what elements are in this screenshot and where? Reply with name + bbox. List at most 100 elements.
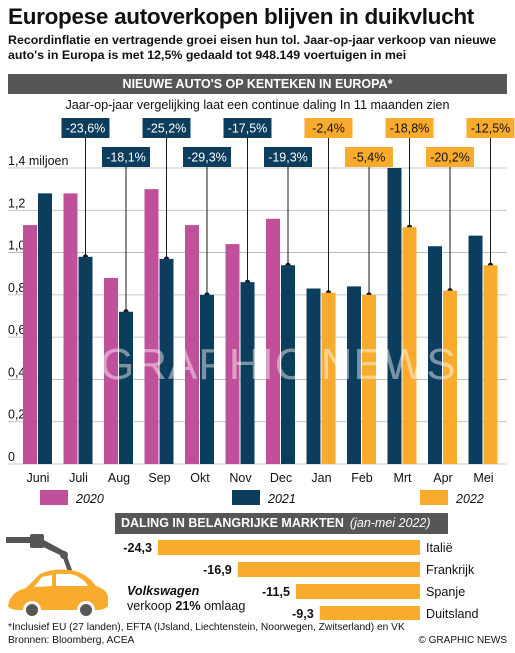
yoy-callout-label: -29,3% [187,151,227,165]
bar-2021-Aug [119,311,133,464]
sources: Bronnen: Bloomberg, ACEA [8,635,135,646]
x-tick-label: Mei [473,471,493,485]
vw-sales-text: verkoop 21% omlaag [127,599,246,613]
bar-2021-Mei [468,235,483,464]
legend-swatch-2022 [420,490,448,505]
x-tick-label: Dec [270,471,292,485]
y-tick-label: 0,2 [8,408,25,422]
yoy-callout-box [142,118,191,138]
yoy-callout-label: -18,1% [106,151,146,165]
bar-2020-Sep [144,189,159,464]
yoy-callout-label: -20,2% [430,151,470,165]
bar-2022-Mei [483,265,498,464]
markets-chart: -24,3 Italië -16,9 Frankrijk -11,5 Spanje -9,3… [6,534,479,620]
y-tick-label: 0,6 [8,323,25,337]
bar-2021-Juli [78,256,93,464]
bar-2020-Nov [225,244,240,464]
x-tick-label: Nov [229,471,252,485]
bar-2020-Juli [63,193,78,464]
bar-2021-Juni [38,193,52,464]
market-country-label: Spanje [426,585,465,599]
bar-2021-Dec [281,265,295,464]
yoy-callout-box [61,118,110,138]
market-value-label: -16,9 [203,563,232,577]
legend-label-2020: 2020 [75,492,104,506]
yoy-callout-box [385,118,434,138]
yoy-callout-label: -17,5% [228,122,268,136]
market-value-label: -24,3 [123,541,152,555]
bar-2020-Dec [266,218,280,464]
bars [23,168,498,464]
markets-banner: DALING IN BELANGRIJKE MARKTEN (jan-mei 20… [115,513,448,534]
bar-2021-Sep [159,258,174,464]
market-value-label: -9,3 [292,607,314,620]
y-tick-label: 1,2 [8,196,25,210]
yoy-callout-box [466,118,515,138]
market-country-label: Italië [426,541,453,555]
yoy-callout-box [264,147,312,167]
bar-2021-Apr [428,246,442,464]
bar-2021-Feb [347,286,361,464]
y-tick-label: 0,8 [8,281,25,295]
yoy-callout-box [102,147,150,167]
chart-banner: NIEUWE AUTO'S OP KENTEKEN IN EUROPA* [8,74,507,94]
car-icon [8,569,108,619]
bar-2020-Aug [104,277,118,464]
market-country-label: Duitsland [426,607,479,620]
bar-2022-Jan [321,292,336,464]
x-tick-label: Juni [27,471,50,485]
yoy-callout-box [345,147,393,167]
y-tick-label: 0,4 [8,365,25,379]
bar-2022-Feb [362,294,376,464]
yoy-callout-box [223,118,272,138]
x-tick-label: Jan [311,471,331,485]
yoy-callout-box [426,147,474,167]
monthly-sales-chart: 0 0,2 0,4 0,6 0,8 1,0 1,2 1,4 miljoen Juni Juli A… [8,118,515,506]
yoy-callout-label: -5,4% [353,151,386,165]
yoy-callout-box [183,147,231,167]
yoy-callouts: -23,6% -18,1% -25,2% -29,3% -17,5% -19,3% -2,4… [61,118,515,167]
credit: © GRAPHIC NEWS [418,635,508,646]
bar-2022-Apr [443,290,457,464]
bar-2021-Nov [240,282,255,464]
footnote: *Inclusief EU (27 landen), EFTA (IJsland… [8,621,508,647]
x-tick-label: Okt [190,471,210,485]
yoy-callout-label: -25,2% [147,122,187,136]
bar-2021-Jan [306,288,321,464]
x-tick-label: Apr [433,471,452,485]
x-tick-label: Feb [351,471,373,485]
market-country-label: Frankrijk [426,563,475,577]
market-bar-Spanje [296,584,420,599]
x-axis-labels: Juni Juli Aug Sep Okt Nov Dec Jan Feb Mrt Apr Mei [27,471,494,485]
bar-2021-Mrt [387,168,402,464]
market-bar-Duitsland [319,606,420,620]
y-tick-label: 1,4 miljoen [8,154,68,168]
market-value-label: -11,5 [262,585,290,599]
yoy-callout-label: -2,4% [312,122,345,136]
yoy-callout-label: -23,6% [66,122,106,136]
page-subtitle: Recordinflatie en vertragende groei eise… [8,33,497,62]
legend-label-2021: 2021 [267,492,296,506]
x-tick-label: Aug [108,471,130,485]
legend-label-2022: 2022 [455,492,484,506]
footnote-text: *Inclusief EU (27 landen), EFTA (IJsland… [8,622,405,633]
yoy-callout-box [304,118,353,138]
bar-2022-Mrt [402,227,417,464]
x-tick-label: Mrt [393,471,412,485]
market-bar-Italië [158,540,420,555]
page-title: Europese autoverkopen blijven in duikvlu… [8,4,474,29]
bar-2020-Okt [185,225,199,464]
leader-lines [82,138,494,315]
vw-note: Volkswagen verkoop 21% omlaag [127,584,267,614]
y-tick-label: 0 [8,450,15,464]
x-tick-label: Juli [69,471,88,485]
yoy-callout-label: -19,3% [268,151,308,165]
chart-legend: 2020 2021 2022 [40,490,484,506]
chart-lead-text: Jaar-op-jaar vergelijking laat een conti… [65,98,450,112]
legend-swatch-2021 [232,490,260,505]
bar-2021-Okt [200,294,214,464]
yoy-callout-label: -12,5% [471,122,511,136]
y-tick-label: 1,0 [8,239,25,253]
vw-brand: Volkswagen [127,584,200,598]
bar-2020-Juni [23,225,37,464]
